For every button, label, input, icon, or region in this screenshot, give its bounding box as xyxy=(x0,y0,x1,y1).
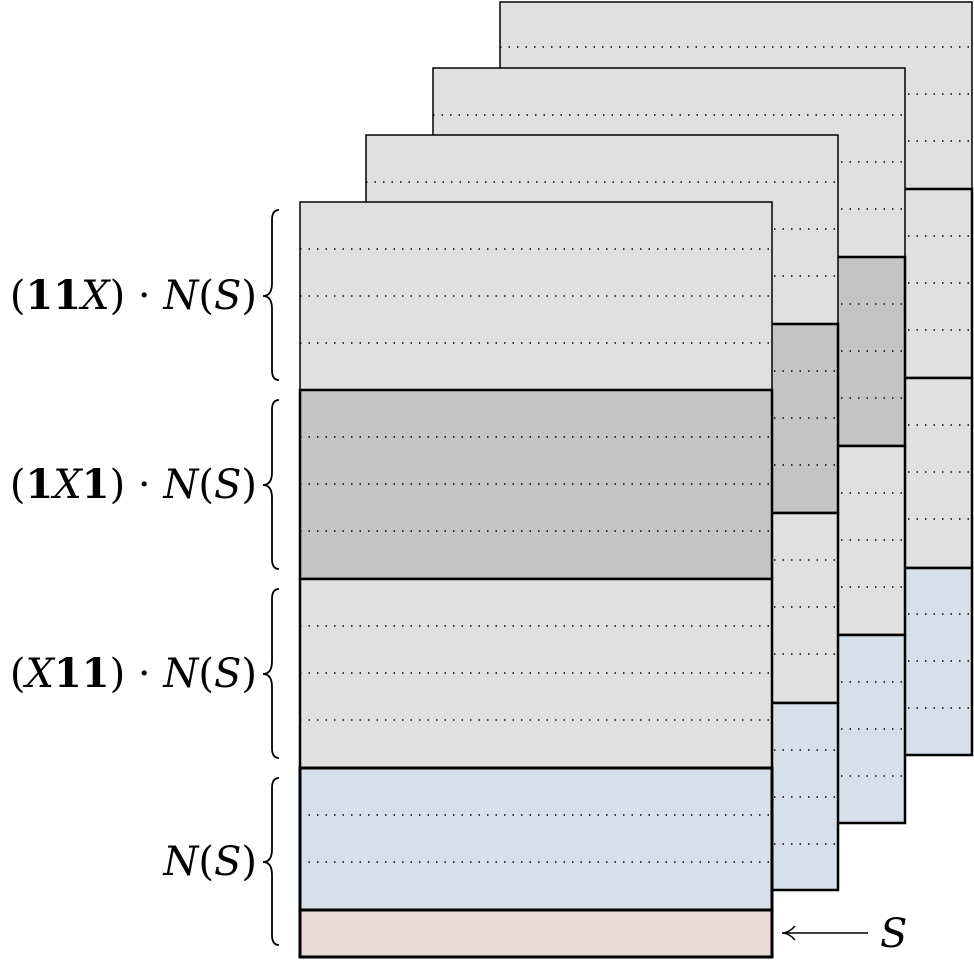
label-x11-ns: (X11) · N(S) xyxy=(10,650,257,697)
block-s xyxy=(298,908,774,959)
block-x11 xyxy=(298,577,774,770)
brace-row3 xyxy=(262,588,280,759)
arrow-to-s: S xyxy=(781,911,907,957)
brace-row2 xyxy=(262,399,280,570)
label-ns: N(S) xyxy=(162,839,257,885)
block-ns xyxy=(298,766,774,912)
label-1x1-ns: (1X1) · N(S) xyxy=(10,461,257,508)
label-11x-ns: (11X) · N(S) xyxy=(10,272,257,319)
block-11x xyxy=(299,201,773,391)
brace-row1 xyxy=(262,209,280,381)
label-s: S xyxy=(880,911,907,957)
braces xyxy=(262,209,280,946)
brace-row4 xyxy=(262,777,280,946)
block-1x1 xyxy=(298,388,774,581)
sheet-front xyxy=(298,201,774,959)
